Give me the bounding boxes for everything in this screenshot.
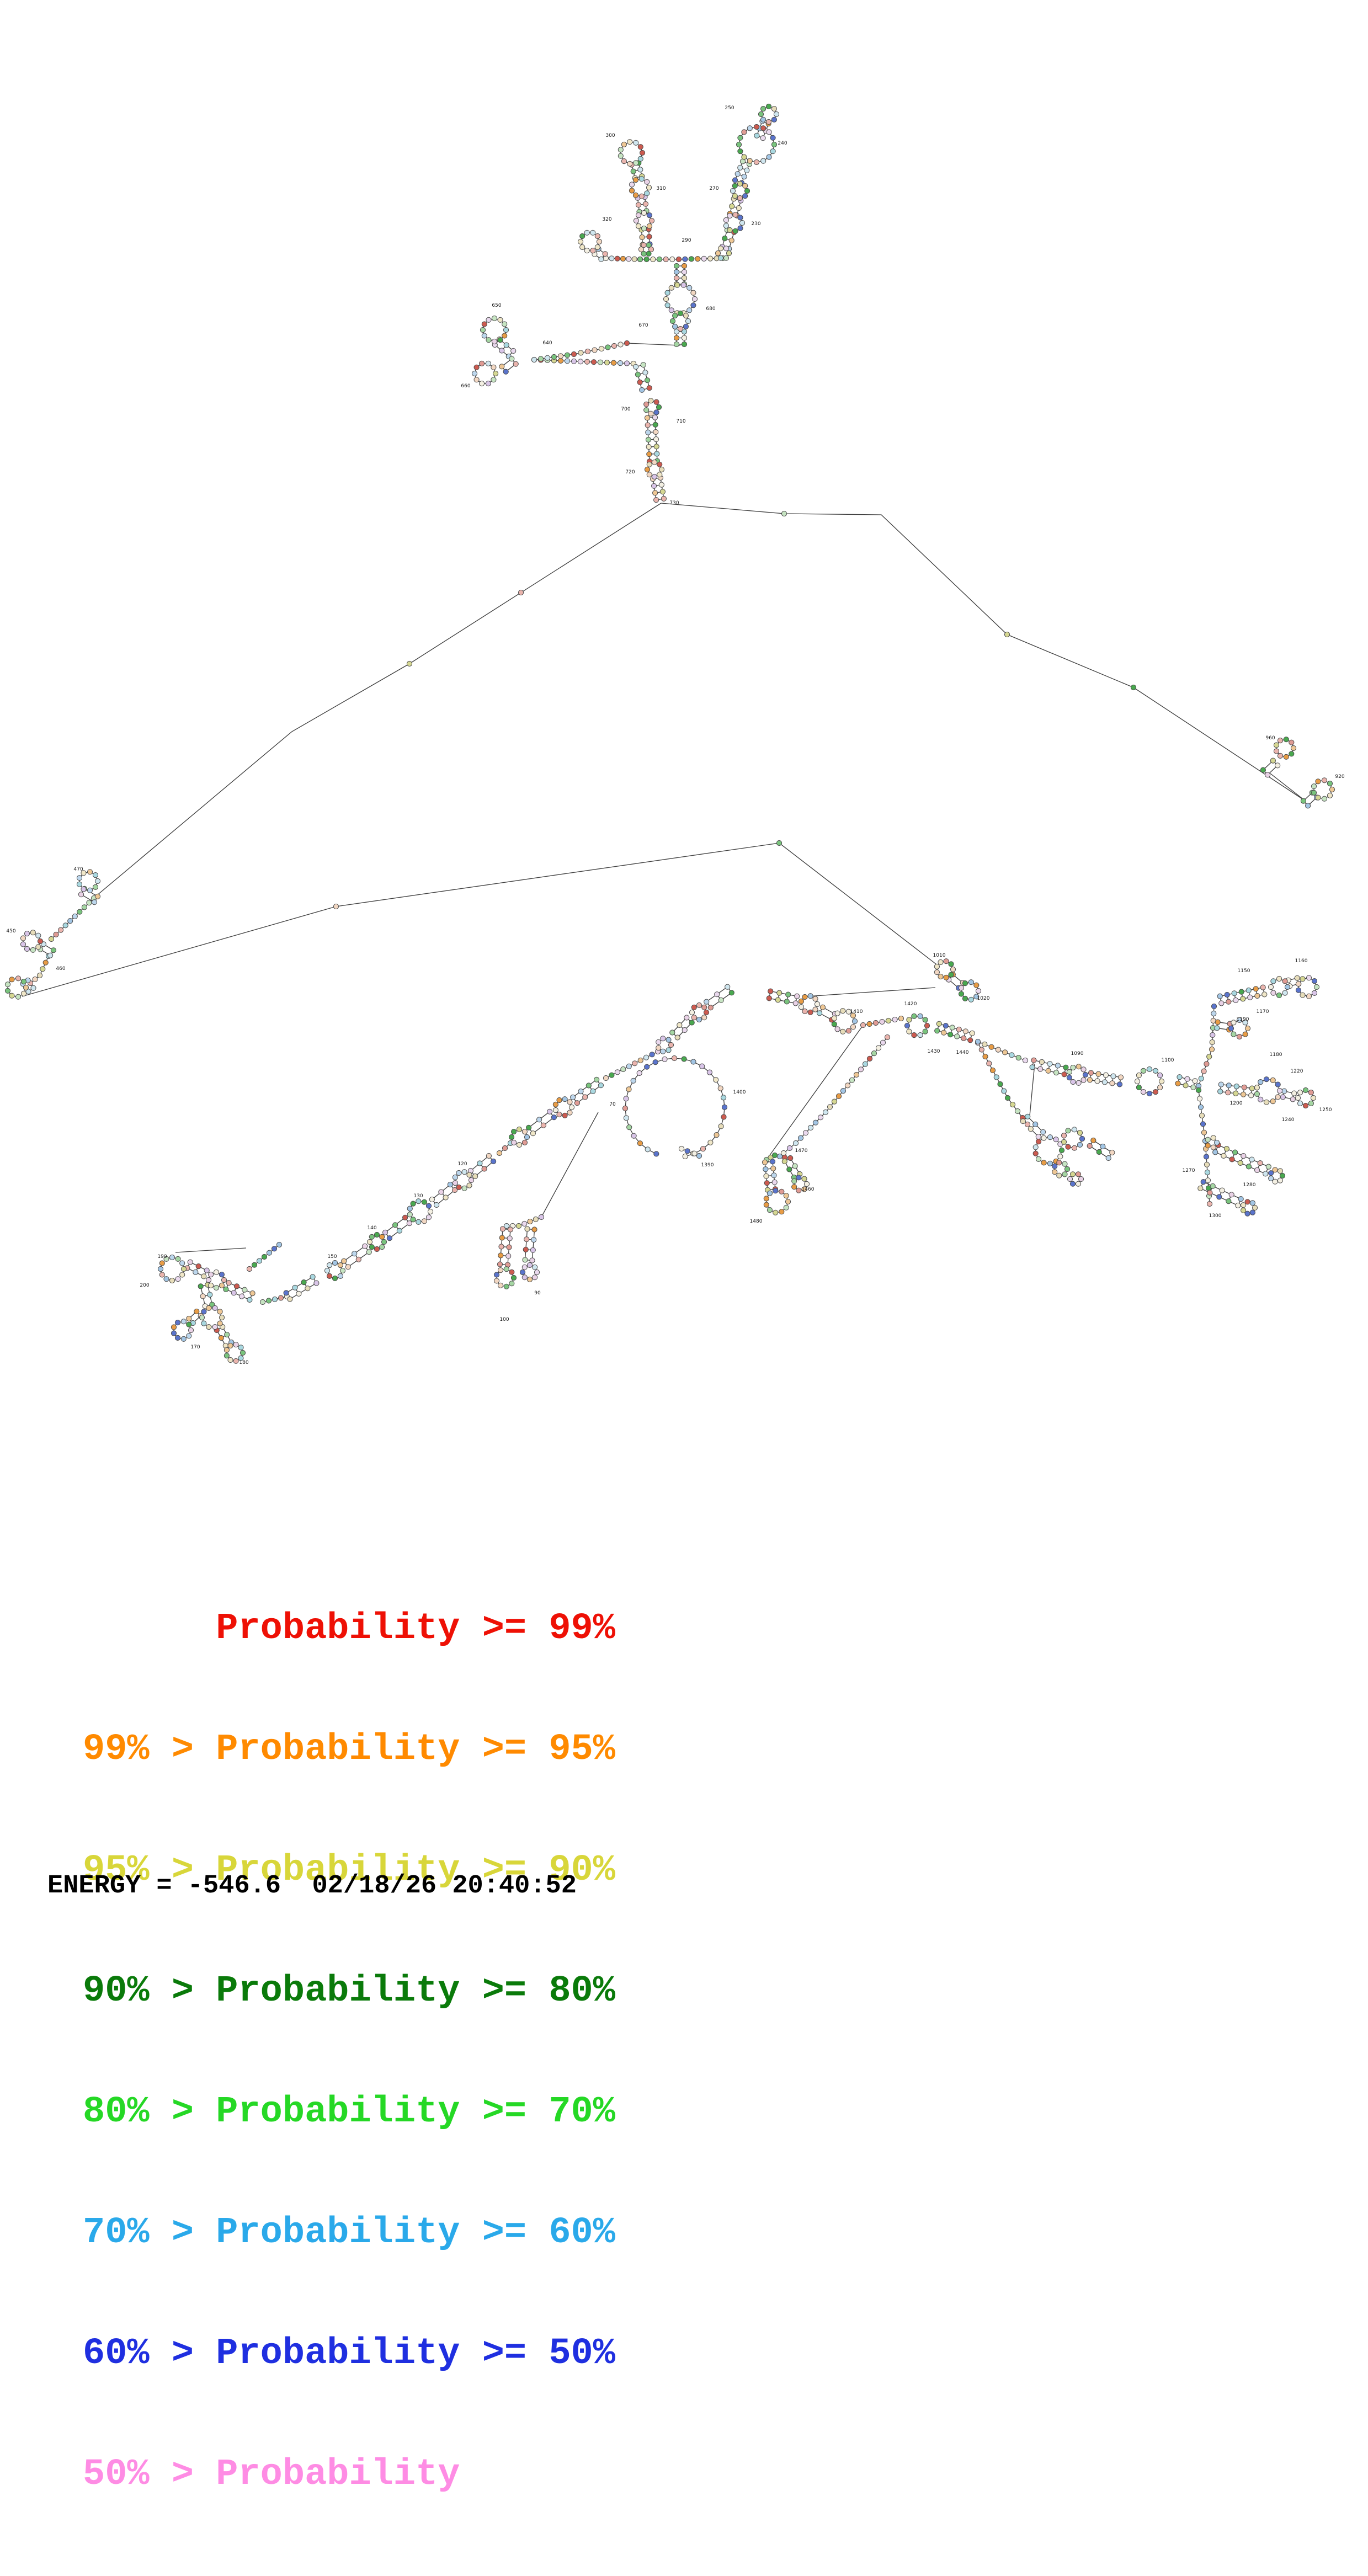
svg-text:460: 460	[56, 966, 65, 972]
svg-text:660: 660	[461, 383, 470, 389]
svg-text:1100: 1100	[1162, 1058, 1174, 1063]
svg-text:1190: 1190	[1237, 1017, 1249, 1022]
svg-text:450: 450	[6, 929, 15, 934]
svg-text:1270: 1270	[1183, 1168, 1195, 1174]
svg-text:1300: 1300	[1209, 1213, 1222, 1219]
svg-text:1400: 1400	[733, 1090, 746, 1095]
svg-text:1220: 1220	[1291, 1069, 1303, 1074]
svg-text:180: 180	[239, 1360, 248, 1366]
legend-line-90-80: 90% > Probability >= 80%	[83, 1970, 615, 2012]
svg-text:130: 130	[413, 1193, 423, 1199]
svg-text:1090: 1090	[1071, 1051, 1084, 1057]
svg-text:250: 250	[725, 105, 734, 111]
rna-structure-diagram: 250 240 270 230 300 310 320 290 680 670 700 710 720 6…	[4, 103, 1345, 1366]
probability-legend: Probability >= 99% 99% > Probability >= …	[83, 1528, 615, 2575]
svg-text:1390: 1390	[701, 1162, 714, 1168]
svg-text:270: 270	[709, 186, 718, 191]
legend-line-99-95: 99% > Probability >= 95%	[83, 1729, 615, 1770]
svg-text:1020: 1020	[977, 996, 990, 1001]
svg-text:700: 700	[621, 407, 630, 412]
svg-text:150: 150	[327, 1254, 337, 1260]
svg-text:140: 140	[367, 1225, 376, 1231]
svg-text:1410: 1410	[850, 1009, 863, 1015]
svg-text:170: 170	[190, 1345, 200, 1350]
svg-text:310: 310	[656, 186, 666, 191]
svg-text:290: 290	[682, 238, 691, 243]
svg-text:1280: 1280	[1243, 1182, 1256, 1188]
svg-text:1440: 1440	[956, 1050, 969, 1055]
svg-text:300: 300	[605, 133, 615, 138]
svg-text:90: 90	[534, 1290, 541, 1296]
svg-text:100: 100	[499, 1317, 509, 1322]
svg-text:730: 730	[669, 500, 679, 506]
svg-text:680: 680	[706, 306, 715, 312]
svg-text:1200: 1200	[1230, 1101, 1243, 1106]
svg-text:230: 230	[751, 221, 760, 227]
svg-text:320: 320	[602, 217, 611, 222]
svg-text:1480: 1480	[750, 1219, 763, 1224]
svg-text:120: 120	[457, 1161, 467, 1167]
svg-text:1470: 1470	[795, 1148, 808, 1154]
svg-text:640: 640	[542, 340, 552, 346]
svg-text:1240: 1240	[1282, 1117, 1295, 1123]
svg-text:1460: 1460	[802, 1187, 815, 1192]
svg-text:720: 720	[625, 470, 635, 475]
svg-text:1010: 1010	[933, 953, 946, 958]
energy-annotation: ENERGY = -546.6 02/18/26 20:40:52	[47, 1871, 577, 1901]
svg-text:70: 70	[609, 1102, 616, 1107]
legend-line-80-70: 80% > Probability >= 70%	[83, 2091, 615, 2133]
svg-text:710: 710	[676, 419, 685, 424]
svg-text:1430: 1430	[928, 1049, 940, 1054]
page: 250 240 270 230 300 310 320 290 680 670 700 710 720 6…	[4, 103, 1345, 2495]
svg-text:670: 670	[638, 323, 648, 328]
svg-text:1150: 1150	[1238, 968, 1250, 974]
legend-line-95-90: 95% > Probability >= 90%	[83, 1849, 615, 1891]
svg-text:240: 240	[778, 141, 787, 146]
svg-text:960: 960	[1265, 735, 1275, 741]
svg-text:470: 470	[73, 867, 83, 872]
svg-text:1180: 1180	[1270, 1052, 1282, 1058]
svg-text:190: 190	[157, 1254, 167, 1260]
svg-text:1170: 1170	[1257, 1009, 1269, 1015]
svg-text:650: 650	[492, 303, 501, 308]
legend-line-50: 50% > Probability	[83, 2454, 460, 2495]
svg-text:1420: 1420	[904, 1001, 917, 1007]
legend-line-60-50: 60% > Probability >= 50%	[83, 2333, 615, 2375]
svg-text:1250: 1250	[1319, 1107, 1332, 1113]
svg-text:200: 200	[140, 1283, 149, 1288]
svg-text:1160: 1160	[1295, 958, 1308, 964]
svg-text:920: 920	[1335, 774, 1344, 780]
legend-line-99: Probability >= 99%	[83, 1608, 615, 1650]
legend-line-70-60: 70% > Probability >= 60%	[83, 2212, 615, 2254]
